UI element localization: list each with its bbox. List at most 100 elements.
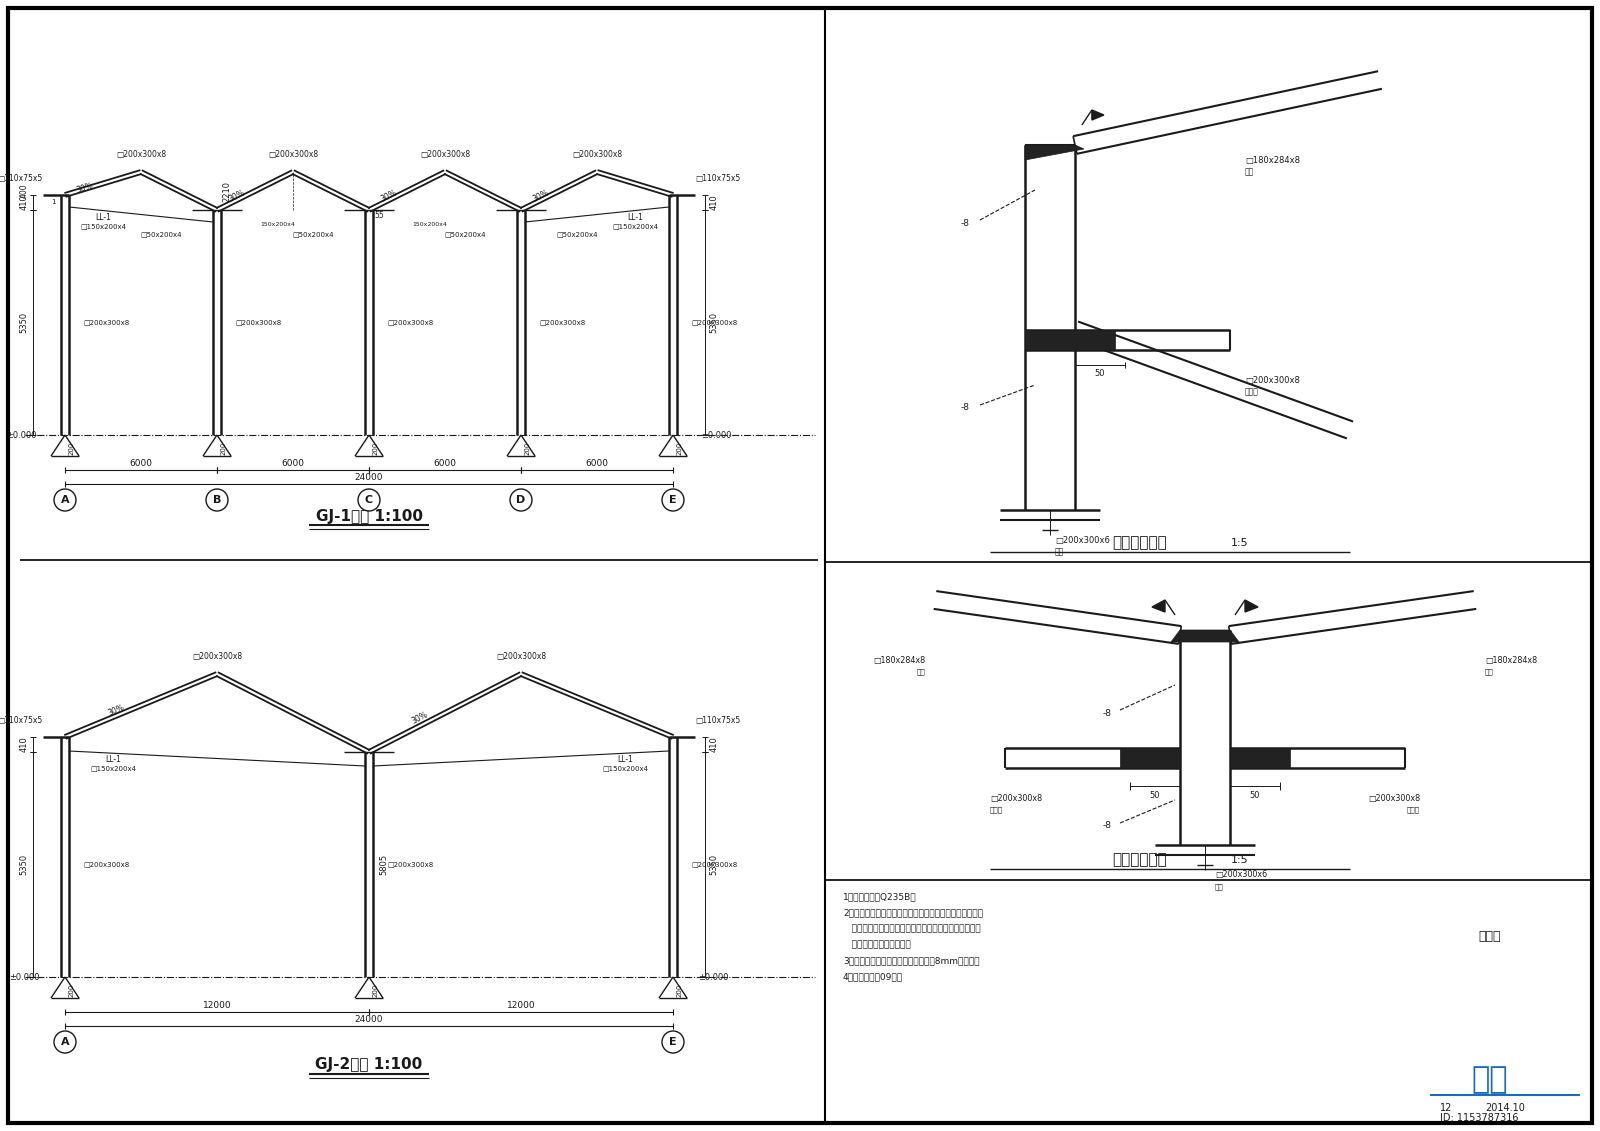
Text: □150x200x4: □150x200x4	[602, 765, 648, 771]
Text: □110x75x5: □110x75x5	[694, 717, 741, 725]
Text: 1:5: 1:5	[1230, 538, 1250, 549]
Text: 3、未注明钢管壁厚均按实材，管壁厚8mm共两板。: 3、未注明钢管壁厚均按实材，管壁厚8mm共两板。	[843, 956, 979, 965]
Text: 知乎: 知乎	[1472, 1065, 1509, 1095]
Text: 1、钢架材质为Q235B。: 1、钢架材质为Q235B。	[843, 892, 917, 901]
Text: 6000: 6000	[434, 458, 456, 467]
Text: □50x200x4: □50x200x4	[557, 231, 598, 238]
Text: 12000: 12000	[507, 1001, 536, 1010]
Text: 200: 200	[677, 441, 683, 455]
Text: 钢板套心以保证焊接质量，做法见详图，主钢架梁柱连: 钢板套心以保证焊接质量，做法见详图，主钢架梁柱连	[843, 924, 981, 933]
Text: 12: 12	[1440, 1103, 1453, 1113]
Circle shape	[662, 489, 685, 511]
Text: □200x300x8: □200x300x8	[115, 149, 166, 158]
Text: ±0.000: ±0.000	[6, 431, 37, 440]
Text: B: B	[213, 495, 221, 506]
Text: □200x300x8: □200x300x8	[83, 319, 130, 325]
Text: □50x200x4: □50x200x4	[141, 231, 182, 238]
Text: 12000: 12000	[203, 1001, 232, 1010]
Text: 1:5: 1:5	[1230, 855, 1250, 865]
Text: 30%: 30%	[531, 188, 550, 204]
Text: LL-1: LL-1	[94, 213, 110, 222]
Text: □150x200x4: □150x200x4	[80, 223, 126, 228]
Polygon shape	[1026, 145, 1085, 159]
Text: □200x300x6: □200x300x6	[1214, 871, 1267, 880]
Text: □110x75x5: □110x75x5	[0, 174, 43, 183]
Text: 6000: 6000	[130, 458, 152, 467]
Text: □180x284x8: □180x284x8	[1485, 656, 1538, 665]
Text: 200: 200	[221, 441, 227, 455]
Text: 5350: 5350	[19, 854, 29, 874]
Text: 柱框: 柱框	[1214, 883, 1224, 890]
Text: 410: 410	[709, 736, 718, 752]
Text: 410: 410	[709, 195, 718, 210]
Text: 24000: 24000	[355, 1015, 384, 1024]
Text: ±0.000: ±0.000	[698, 973, 728, 982]
Text: □200x300x8: □200x300x8	[387, 861, 434, 867]
Text: 套柱: 套柱	[1245, 167, 1254, 176]
Text: 主横梁: 主横梁	[990, 806, 1003, 813]
Text: 200: 200	[69, 441, 75, 455]
Text: □200x300x8: □200x300x8	[419, 149, 470, 158]
Text: 50: 50	[1094, 370, 1106, 379]
Text: 200: 200	[373, 983, 379, 996]
Text: 55: 55	[374, 211, 384, 221]
Text: 阳光房: 阳光房	[1478, 930, 1501, 942]
Text: 200: 200	[677, 983, 683, 996]
Text: 柱框: 柱框	[1054, 547, 1064, 556]
Text: 中柱套心做法: 中柱套心做法	[1112, 853, 1168, 867]
Text: 400: 400	[19, 183, 29, 198]
Text: □200x300x8: □200x300x8	[691, 861, 738, 867]
Text: □180x284x8: □180x284x8	[1245, 155, 1299, 164]
Text: 24000: 24000	[355, 473, 384, 482]
Text: 30%: 30%	[379, 188, 398, 204]
Text: 套柱: 套柱	[1485, 668, 1494, 675]
Text: -8: -8	[1102, 821, 1112, 830]
Text: 30%: 30%	[411, 710, 429, 726]
Text: □200x300x8: □200x300x8	[235, 319, 282, 325]
Text: □200x300x8: □200x300x8	[691, 319, 738, 325]
Text: □200x300x8: □200x300x8	[83, 861, 130, 867]
Text: 150x200x4: 150x200x4	[261, 222, 296, 226]
Text: -8: -8	[960, 218, 970, 227]
Circle shape	[358, 489, 381, 511]
Circle shape	[54, 1031, 77, 1053]
Text: 30%: 30%	[107, 702, 125, 717]
Text: ID: 1153787316: ID: 1153787316	[1440, 1113, 1518, 1123]
Circle shape	[510, 489, 531, 511]
Text: A: A	[61, 1037, 69, 1047]
Text: □110x75x5: □110x75x5	[694, 174, 741, 183]
Polygon shape	[1152, 601, 1165, 612]
Text: LL-1: LL-1	[106, 754, 122, 763]
Text: LL-1: LL-1	[627, 213, 643, 222]
Text: 5350: 5350	[19, 311, 29, 333]
Polygon shape	[1091, 110, 1104, 120]
Text: □200x300x8: □200x300x8	[539, 319, 586, 325]
Text: 2014.10: 2014.10	[1485, 1103, 1525, 1113]
Text: 410: 410	[19, 195, 29, 210]
Text: E: E	[669, 1037, 677, 1047]
Polygon shape	[1230, 748, 1290, 768]
Text: □50x200x4: □50x200x4	[293, 231, 334, 238]
Text: C: C	[365, 495, 373, 506]
Text: □200x300x6: □200x300x6	[1054, 535, 1110, 544]
Text: 200: 200	[525, 441, 531, 455]
Text: 5805: 5805	[379, 854, 389, 874]
Text: □200x300x8: □200x300x8	[496, 651, 546, 661]
Text: □200x300x8: □200x300x8	[990, 794, 1042, 803]
Polygon shape	[1245, 601, 1258, 612]
Circle shape	[662, 1031, 685, 1053]
Text: □110x75x5: □110x75x5	[0, 717, 43, 725]
Text: -8: -8	[1102, 708, 1112, 717]
Text: 2、某柱连接时采用现场溶焊，主钢架梁与柱连接时需增设: 2、某柱连接时采用现场溶焊，主钢架梁与柱连接时需增设	[843, 908, 982, 917]
Text: 200: 200	[373, 441, 379, 455]
Text: □200x300x8: □200x300x8	[1245, 375, 1299, 385]
Text: D: D	[517, 495, 526, 506]
Text: 接时，焊缝等级为二级。: 接时，焊缝等级为二级。	[843, 940, 910, 949]
Polygon shape	[1120, 748, 1181, 768]
Text: 410: 410	[19, 736, 29, 752]
Text: A: A	[61, 495, 69, 506]
Text: 主横梁: 主横梁	[1406, 806, 1421, 813]
Text: 30%: 30%	[75, 181, 94, 195]
Text: □200x300x8: □200x300x8	[571, 149, 622, 158]
Polygon shape	[1171, 630, 1238, 642]
